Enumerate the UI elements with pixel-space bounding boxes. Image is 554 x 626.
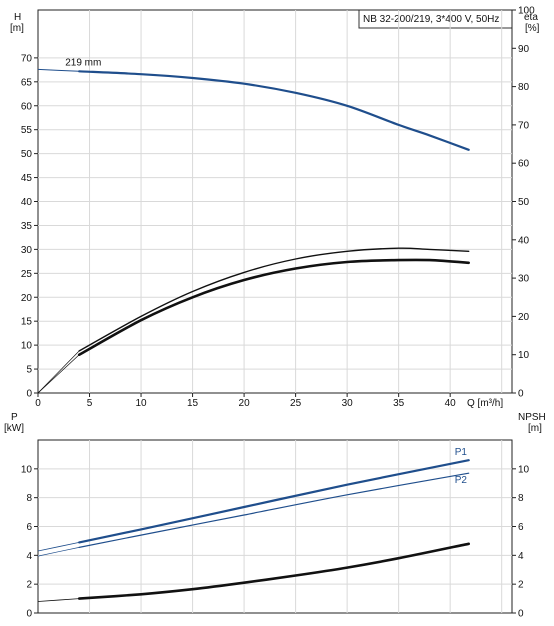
bottom-grid	[37, 439, 513, 614]
top-x-tick-label: 40	[445, 398, 457, 409]
top-left-tick-label: 35	[21, 221, 33, 232]
top-left-tick-label: 45	[21, 173, 33, 184]
bottom-right-axis-unit: [m]	[528, 423, 542, 434]
top-series-1-lead	[37, 350, 80, 394]
top-series-0-line	[78, 70, 470, 151]
top-left-tick-label: 5	[26, 365, 32, 376]
top-right-tick-label: 80	[518, 82, 530, 93]
top-left-tick-label: 10	[21, 341, 33, 352]
top-left-axis-unit: [m]	[10, 23, 24, 34]
curve-label-219mm: 219 mm	[65, 57, 101, 68]
top-left-tick-label: 30	[21, 245, 33, 256]
top-x-tick-label: 35	[393, 398, 405, 409]
curves	[37, 68, 470, 602]
top-x-tick-label: 5	[87, 398, 93, 409]
bottom-right-tick-label: 0	[518, 609, 524, 620]
top-right-tick-label: 50	[518, 197, 530, 208]
top-x-tick-label: 15	[187, 398, 199, 409]
top-grid	[37, 9, 513, 394]
top-left-tick-label: 50	[21, 149, 33, 160]
bottom-left-tick-label: 4	[26, 551, 32, 562]
top-right-tick-label: 40	[518, 235, 530, 246]
top-right-tick-label: 30	[518, 274, 530, 285]
top-x-tick-label: 30	[342, 398, 354, 409]
top-left-axis-title: H	[14, 12, 21, 23]
bottom-left-tick-label: 10	[21, 464, 33, 475]
top-left-tick-label: 60	[21, 101, 33, 112]
top-left-tick-label: 20	[21, 293, 33, 304]
top-right-axis-title: eta	[524, 12, 538, 23]
bottom-series-2-lead	[37, 598, 80, 602]
top-right-tick-label: 0	[518, 389, 524, 400]
curve-label-p1: P1	[455, 447, 468, 458]
bottom-right-tick-label: 2	[518, 580, 524, 591]
bottom-left-axis-unit: [kW]	[4, 423, 24, 434]
top-series-2-lead	[37, 354, 80, 394]
top-right-tick-label: 90	[518, 44, 530, 55]
bottom-left-tick-label: 0	[26, 609, 32, 620]
bottom-series-0-line	[78, 459, 470, 544]
bottom-series-2-line	[77, 542, 470, 600]
bottom-right-tick-label: 6	[518, 522, 524, 533]
top-right-axis-unit: [%]	[525, 23, 540, 34]
top-left-tick-label: 70	[21, 53, 33, 64]
top-left-tick-label: 0	[26, 389, 32, 400]
top-left-tick-label: 65	[21, 77, 33, 88]
top-right-tick-label: 20	[518, 312, 530, 323]
top-left-tick-label: 15	[21, 317, 33, 328]
bottom-right-tick-label: 8	[518, 493, 524, 504]
top-right-tick-label: 70	[518, 120, 530, 131]
top-right-tick-label: 10	[518, 350, 530, 361]
bottom-left-tick-label: 8	[26, 493, 32, 504]
bottom-left-axis-title: P	[11, 412, 18, 423]
top-x-tick-label: 25	[290, 398, 302, 409]
bottom-left-tick-label: 6	[26, 522, 32, 533]
top-x-tick-label: 0	[35, 398, 41, 409]
title-text: NB 32-200/219, 3*400 V, 50Hz	[363, 14, 499, 25]
bottom-series-1-line	[78, 472, 470, 548]
bottom-series-1-lead	[37, 547, 80, 557]
top-x-axis-label: Q [m³/h]	[467, 398, 503, 409]
top-left-tick-label: 40	[21, 197, 33, 208]
top-series-2-line	[77, 258, 470, 356]
bottom-right-axis-title: NPSH	[518, 412, 546, 423]
top-series-1-line	[78, 247, 470, 352]
tick-labels: 0510152025303540455055606570010203040506…	[21, 6, 535, 620]
bottom-left-tick-label: 2	[26, 580, 32, 591]
top-right-tick-label: 100	[518, 6, 535, 17]
top-x-tick-label: 10	[135, 398, 147, 409]
curve-label-p2: P2	[455, 475, 468, 486]
bottom-right-tick-label: 4	[518, 551, 524, 562]
top-left-tick-label: 25	[21, 269, 33, 280]
top-x-tick-label: 20	[239, 398, 251, 409]
bottom-series-0-lead	[37, 542, 80, 552]
top-right-tick-label: 60	[518, 159, 530, 170]
top-left-tick-label: 55	[21, 125, 33, 136]
top-series-0-lead	[37, 68, 80, 72]
bottom-right-tick-label: 10	[518, 464, 530, 475]
